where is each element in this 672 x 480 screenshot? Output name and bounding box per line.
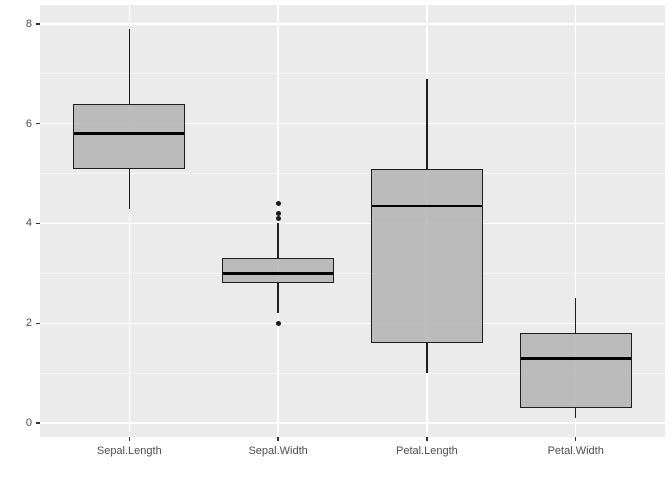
outlier-point bbox=[275, 216, 281, 221]
y-axis-label: 4 bbox=[25, 217, 32, 230]
iqr-box bbox=[519, 333, 632, 409]
upper-whisker bbox=[128, 28, 131, 104]
y-axis-tick bbox=[36, 23, 40, 25]
x-axis-label: Petal.Length bbox=[396, 445, 458, 457]
lower-whisker bbox=[128, 168, 131, 209]
gridline-major bbox=[40, 422, 665, 424]
gridline-major bbox=[40, 23, 665, 25]
median-line bbox=[371, 204, 482, 208]
lower-whisker bbox=[277, 283, 279, 314]
y-axis-tick bbox=[36, 422, 40, 424]
outlier-point bbox=[275, 201, 281, 207]
x-axis-tick bbox=[128, 437, 131, 441]
iqr-box bbox=[73, 103, 186, 169]
gridline-minor bbox=[40, 173, 665, 175]
lower-whisker bbox=[574, 408, 577, 419]
gridline-minor bbox=[40, 272, 665, 274]
upper-whisker bbox=[277, 223, 279, 259]
y-axis-tick bbox=[36, 122, 40, 125]
y-axis-label: 8 bbox=[25, 17, 32, 30]
x-axis-label: Sepal.Length bbox=[96, 445, 162, 457]
x-axis-label: Sepal.Width bbox=[248, 445, 308, 457]
gridline-major bbox=[40, 222, 665, 225]
outlier-point bbox=[275, 320, 281, 326]
upper-whisker bbox=[426, 78, 428, 169]
y-axis-label: 0 bbox=[25, 417, 32, 430]
gridline-major bbox=[40, 322, 665, 324]
gridline-major bbox=[40, 122, 665, 125]
y-axis-tick bbox=[36, 322, 40, 324]
gridline-vertical bbox=[277, 5, 279, 437]
lower-whisker bbox=[426, 343, 428, 374]
upper-whisker bbox=[574, 298, 577, 334]
x-axis-label: Petal.Width bbox=[547, 445, 604, 457]
y-axis-label: 6 bbox=[25, 117, 32, 130]
gridline-vertical bbox=[574, 5, 577, 437]
x-axis-tick bbox=[426, 437, 428, 441]
median-line bbox=[74, 132, 185, 136]
gridline-minor bbox=[40, 73, 665, 75]
gridline-minor bbox=[40, 372, 665, 374]
iqr-box bbox=[222, 258, 335, 284]
plot-panel bbox=[40, 5, 665, 437]
median-line bbox=[223, 271, 334, 275]
y-axis-tick bbox=[36, 222, 40, 225]
iqr-box bbox=[370, 168, 483, 344]
gridline-vertical bbox=[128, 5, 131, 437]
y-axis-label: 2 bbox=[25, 317, 32, 330]
x-axis-tick bbox=[277, 437, 279, 441]
x-axis-tick bbox=[574, 437, 577, 441]
outlier-point bbox=[275, 211, 281, 217]
median-line bbox=[520, 356, 631, 360]
